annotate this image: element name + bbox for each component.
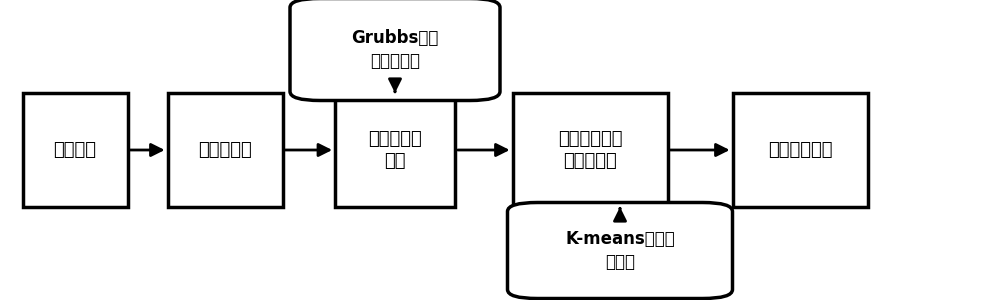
FancyBboxPatch shape — [512, 93, 668, 207]
Text: 数据预处理: 数据预处理 — [198, 141, 252, 159]
Text: K-means算法聚
类结果: K-means算法聚 类结果 — [565, 230, 675, 271]
FancyBboxPatch shape — [507, 202, 732, 298]
Text: 单周期车头
时距: 单周期车头 时距 — [368, 130, 422, 170]
FancyBboxPatch shape — [290, 0, 500, 100]
Text: 提取饱和情况
下车头时距: 提取饱和情况 下车头时距 — [558, 130, 622, 170]
FancyBboxPatch shape — [168, 93, 283, 207]
Text: 计算饱和流率: 计算饱和流率 — [768, 141, 832, 159]
FancyBboxPatch shape — [22, 93, 128, 207]
Text: Grubbs异常
值检测结果: Grubbs异常 值检测结果 — [351, 29, 439, 70]
FancyBboxPatch shape — [732, 93, 868, 207]
Text: 数据采集: 数据采集 — [54, 141, 96, 159]
FancyBboxPatch shape — [335, 93, 455, 207]
